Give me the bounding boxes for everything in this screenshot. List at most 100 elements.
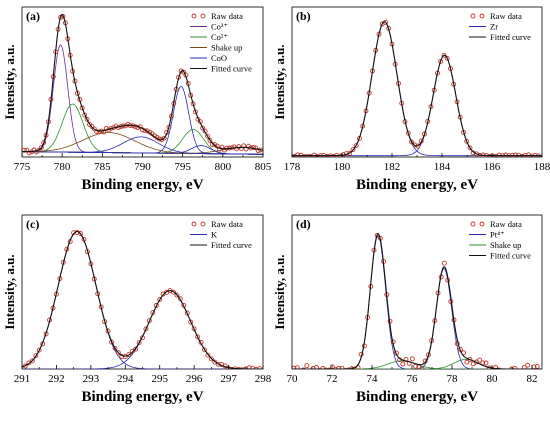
fitted-curve-line bbox=[292, 233, 542, 369]
raw-data-point bbox=[200, 125, 206, 131]
legend-marker bbox=[479, 221, 485, 227]
raw-data-point bbox=[29, 358, 35, 364]
raw-data-point bbox=[126, 352, 132, 358]
raw-data-point bbox=[301, 154, 307, 157]
raw-data-point bbox=[513, 152, 518, 157]
y-axis-label: Intensity, a.u. bbox=[2, 254, 17, 329]
legend-label: Raw data bbox=[211, 11, 243, 21]
raw-data-point bbox=[153, 303, 159, 308]
x-tick-label: 805 bbox=[255, 161, 272, 173]
legend-label: Fitted curve bbox=[211, 64, 252, 74]
legend-label: CoO bbox=[211, 53, 227, 63]
y-axis-label: Intensity, a.u. bbox=[272, 44, 287, 119]
x-tick-label: 296 bbox=[186, 373, 203, 385]
raw-data-point bbox=[144, 128, 150, 134]
raw-data-point bbox=[324, 153, 330, 157]
raw-data-point bbox=[161, 135, 167, 141]
raw-data-point bbox=[419, 365, 425, 369]
raw-data-point bbox=[323, 367, 329, 369]
raw-data-point bbox=[181, 69, 186, 75]
raw-data-point bbox=[346, 367, 351, 369]
x-axis-label: Binding energy, eV bbox=[81, 389, 203, 405]
raw-data-point bbox=[503, 371, 507, 375]
raw-data-point bbox=[496, 152, 502, 157]
raw-data-point bbox=[253, 145, 259, 151]
raw-data-point bbox=[350, 147, 356, 153]
raw-data-point bbox=[157, 297, 163, 303]
raw-data-point bbox=[195, 334, 201, 340]
component-line-0-1 bbox=[22, 290, 263, 369]
x-axis-label: Binding energy, eV bbox=[81, 177, 203, 193]
raw-data-point bbox=[464, 138, 470, 144]
plot-area bbox=[292, 19, 542, 157]
raw-data-point bbox=[521, 364, 527, 369]
raw-data-point bbox=[184, 310, 190, 316]
raw-data-point bbox=[467, 357, 473, 362]
raw-data-point bbox=[525, 362, 531, 368]
raw-data-point bbox=[503, 152, 509, 157]
fitted-curve-line bbox=[22, 13, 263, 153]
raw-data-point bbox=[292, 365, 297, 369]
raw-data-point bbox=[239, 367, 245, 369]
raw-data-point bbox=[129, 348, 135, 354]
raw-data-point bbox=[467, 145, 473, 151]
x-tick-label: 790 bbox=[134, 161, 151, 173]
y-axis-label: Intensity, a.u. bbox=[272, 254, 287, 329]
raw-data-point bbox=[207, 137, 213, 143]
plot-frame bbox=[21, 214, 264, 370]
raw-data-point bbox=[409, 139, 414, 145]
raw-data-point bbox=[41, 140, 47, 146]
component-line-0-0 bbox=[22, 231, 263, 369]
raw-data-point bbox=[84, 116, 90, 122]
raw-data-point bbox=[24, 147, 30, 153]
raw-data-point bbox=[115, 350, 121, 356]
y-axis-label: Intensity, a.u. bbox=[2, 44, 17, 119]
raw-data-point bbox=[143, 326, 149, 332]
raw-data-point bbox=[327, 367, 332, 369]
legend-marker bbox=[479, 13, 485, 19]
x-tick-label: 297 bbox=[220, 373, 237, 385]
raw-data-point bbox=[409, 356, 415, 362]
raw-data-point bbox=[333, 366, 339, 369]
raw-data-point bbox=[464, 359, 470, 365]
legend-label: Shake up bbox=[211, 43, 242, 53]
x-tick-label: 291 bbox=[14, 373, 31, 385]
raw-data-point bbox=[22, 147, 27, 153]
raw-data-point bbox=[78, 231, 83, 236]
x-tick-label: 74 bbox=[367, 373, 379, 385]
raw-data-point bbox=[496, 367, 502, 369]
raw-data-point bbox=[294, 365, 300, 369]
raw-data-point bbox=[246, 365, 252, 369]
x-tick-label: 76 bbox=[407, 373, 419, 385]
x-tick-label: 294 bbox=[117, 373, 134, 385]
fitted-curve-line bbox=[22, 230, 263, 369]
raw-data-point bbox=[313, 365, 319, 369]
legend-label: Zr bbox=[490, 22, 498, 32]
raw-data-point bbox=[205, 352, 211, 358]
raw-data-point bbox=[331, 153, 336, 157]
x-axis-label: Binding energy, eV bbox=[356, 177, 478, 193]
x-tick-label: 298 bbox=[255, 373, 272, 385]
x-tick-label: 188 bbox=[534, 161, 550, 173]
panel-label: (d) bbox=[296, 217, 311, 231]
chart-panel-4: 70 72 74 76 78 80 82 Binding energy, eV Intensit… bbox=[272, 214, 543, 405]
raw-data-point bbox=[171, 289, 176, 295]
raw-data-point bbox=[506, 370, 510, 374]
component-line-0-1 bbox=[292, 268, 542, 369]
x-tick-label: 775 bbox=[14, 161, 31, 173]
raw-data-point bbox=[500, 370, 504, 374]
x-tick-label: 295 bbox=[151, 373, 168, 385]
legend-label: Raw data bbox=[490, 219, 522, 229]
x-tick-label: 292 bbox=[48, 373, 65, 385]
raw-data-point bbox=[493, 365, 499, 369]
raw-data-point bbox=[400, 361, 406, 367]
raw-data-point bbox=[418, 138, 424, 144]
legend-marker bbox=[200, 13, 206, 19]
legend-marker bbox=[470, 221, 476, 227]
fitted-curve-line bbox=[292, 21, 542, 157]
raw-data-point bbox=[441, 260, 447, 266]
legend-marker bbox=[191, 221, 197, 227]
raw-data-point bbox=[202, 347, 207, 353]
